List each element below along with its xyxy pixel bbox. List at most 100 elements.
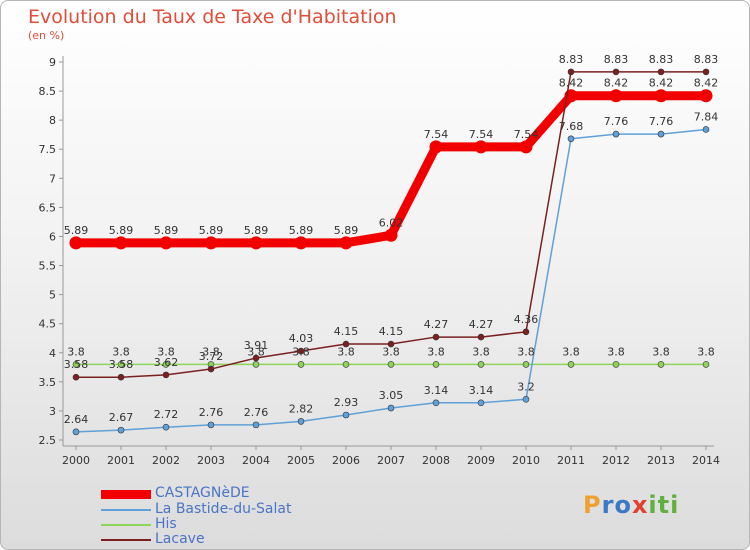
x-tick-label: 2003 [197,454,225,467]
data-point-his [657,361,665,368]
data-point-la-bastide-du-salat [387,404,395,412]
data-point-la-bastide-du-salat [117,426,125,434]
data-point-la-bastide-du-salat [252,421,260,429]
data-label-his: 3.8 [247,345,265,358]
data-point-his [612,361,620,368]
x-tick-label: 2002 [152,454,180,467]
y-tick-label: 4.5 [39,318,57,331]
y-tick-label: 8.5 [39,85,57,98]
data-label-lacave: 8.83 [694,53,719,66]
data-point-castagn-de [609,89,623,103]
x-tick-label: 2001 [107,454,135,467]
legend-label: CASTAGNèDE [155,485,250,501]
data-point-his [72,361,80,368]
data-point-lacave [72,373,80,381]
data-label-his: 3.8 [517,345,535,358]
x-tick-label: 2014 [692,454,720,467]
data-label-castagn-de: 7.54 [469,128,494,141]
x-tick-label: 2004 [242,454,270,467]
x-tick-label: 2007 [377,454,405,467]
data-label-la-bastide-du-salat: 7.76 [649,115,674,128]
data-label-his: 3.8 [697,345,715,358]
data-label-la-bastide-du-salat: 3.14 [424,384,449,397]
data-point-his [702,361,710,368]
y-tick-label: 5 [49,289,56,302]
proxiti-logo: Proxiti [583,491,680,519]
data-label-his: 3.8 [67,345,85,358]
data-label-his: 3.8 [157,345,175,358]
data-label-lacave: 3.58 [64,358,89,371]
data-label-castagn-de: 7.54 [514,128,539,141]
data-point-castagn-de [249,236,263,250]
legend-label: La Bastide-du-Salat [155,501,292,517]
legend-swatch [101,509,151,511]
series-line-la-bastide-du-salat [75,128,707,433]
data-point-la-bastide-du-salat [657,130,665,138]
data-point-la-bastide-du-salat [702,126,710,133]
data-point-his [387,361,395,368]
x-tick-label: 2009 [467,454,495,467]
data-point-his [117,361,125,368]
data-label-la-bastide-du-salat: 3.2 [517,380,535,393]
data-point-lacave [657,68,665,76]
data-point-lacave [207,365,215,373]
data-point-castagn-de [204,236,218,250]
data-point-la-bastide-du-salat [342,411,350,419]
data-point-lacave [612,68,620,76]
data-point-lacave [477,333,485,341]
data-label-castagn-de: 8.42 [694,77,719,90]
y-tick-label: 2.5 [39,434,57,447]
data-label-his: 3.8 [382,345,400,358]
y-tick-label: 8 [49,114,56,127]
data-point-la-bastide-du-salat [162,423,170,431]
data-point-lacave [387,340,395,348]
data-point-castagn-de [69,236,83,250]
data-point-la-bastide-du-salat [432,399,440,407]
data-point-lacave [297,347,305,355]
data-label-la-bastide-du-salat: 7.84 [694,110,719,123]
data-label-lacave: 3.62 [154,356,179,369]
data-label-lacave: 3.91 [244,339,269,352]
x-tick-label: 2012 [602,454,630,467]
data-label-la-bastide-du-salat: 2.72 [154,408,179,421]
legend-swatch [101,539,151,541]
data-label-la-bastide-du-salat: 2.82 [289,402,314,415]
y-tick-label: 7 [49,172,56,185]
data-label-castagn-de: 5.89 [244,224,269,237]
data-label-castagn-de: 5.89 [64,224,89,237]
data-label-castagn-de: 5.89 [109,224,134,237]
data-label-la-bastide-du-salat: 3.05 [379,389,404,402]
y-tick-label: 3.5 [39,376,57,389]
data-label-la-bastide-du-salat: 7.76 [604,115,629,128]
legend-label: Lacave [155,531,205,547]
data-point-castagn-de [519,140,533,154]
data-point-lacave [432,333,440,341]
x-tick-label: 2006 [332,454,360,467]
data-label-castagn-de: 5.89 [199,224,224,237]
data-point-lacave [567,68,575,76]
data-label-his: 3.8 [112,345,130,358]
data-label-castagn-de: 8.42 [649,77,674,90]
data-point-lacave [702,68,710,76]
data-label-his: 3.8 [202,345,220,358]
x-tick-label: 2000 [62,454,90,467]
data-point-castagn-de [654,89,668,103]
data-point-lacave [162,371,170,379]
data-label-la-bastide-du-salat: 3.14 [469,384,494,397]
data-point-his [342,361,350,368]
data-label-his: 3.8 [607,345,625,358]
data-point-his [477,361,485,368]
chart-unit: (en %) [28,29,65,42]
data-point-his [567,361,575,368]
data-point-castagn-de [339,236,353,250]
data-label-lacave: 4.36 [514,313,539,326]
data-label-lacave: 4.27 [424,318,449,331]
x-tick-label: 2008 [422,454,450,467]
y-tick-label: 9 [49,56,56,69]
data-label-his: 3.8 [337,345,355,358]
data-label-la-bastide-du-salat: 2.93 [334,396,359,409]
data-point-castagn-de [159,236,173,250]
y-tick-label: 6 [49,230,56,243]
